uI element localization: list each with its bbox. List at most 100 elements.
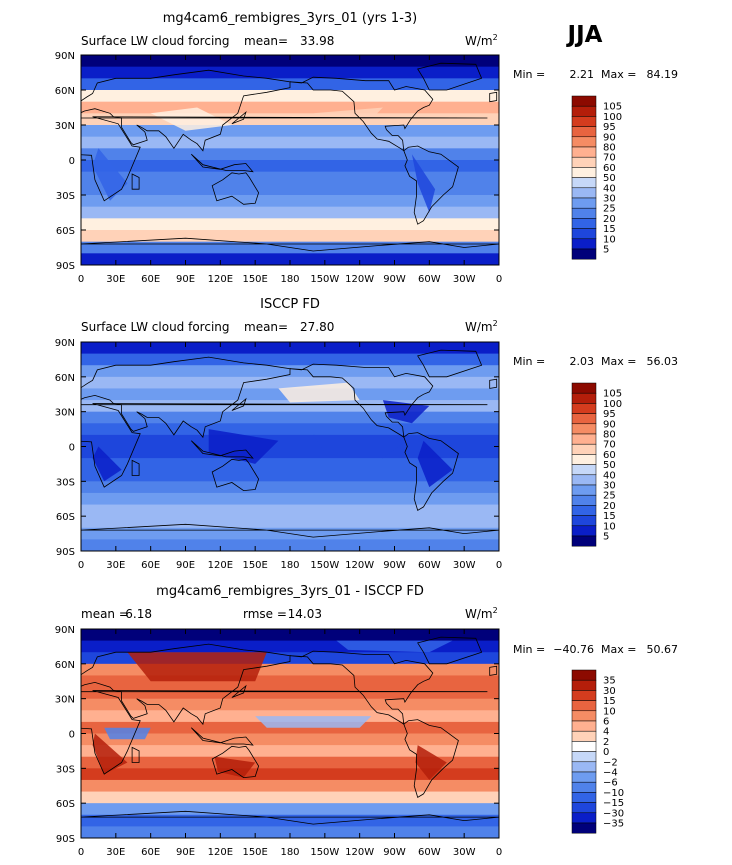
coastline [417,62,483,91]
field-region [104,727,151,740]
field-region [127,652,267,682]
field-region [278,382,360,403]
lat-band [81,687,499,700]
colorbar-label: −2 [603,757,618,768]
x-tick-label: 30W [453,560,476,571]
lat-band [81,791,499,804]
coastlines [81,349,499,538]
x-tick-label: 90E [176,274,195,285]
panel-obs: ISCCP FD Surface LW cloud forcing mean= … [55,297,678,571]
colorbar-box [571,228,597,240]
colorbar-label: 4 [603,727,609,738]
colorbar-box [571,700,597,712]
coastline [81,690,488,775]
units-base: W/m [465,320,493,334]
colorbar-label: 10 [603,706,616,717]
colorbar-box [571,710,597,722]
colorbar-box [571,413,597,425]
x-tick-label: 150E [242,847,267,858]
colorbar-box [571,802,597,814]
mean-label: mean = [81,607,129,621]
colorbar-box [571,464,597,476]
colorbar-label: 0 [603,747,609,758]
max-value: 84.19 [647,68,679,81]
coastline [417,349,483,378]
x-tick-label: 30E [106,560,125,571]
x-tick-label: 30W [453,847,476,858]
y-tick-label: 90N [55,51,75,62]
panel-title: mg4cam6_rembigres_3yrs_01 - ISCCP FD [156,584,424,599]
units-exp: 2 [493,33,498,42]
lat-band [81,113,499,126]
colorbar-box [571,679,597,691]
map-frame: 0 30E 60E 90E 120E 150E 180 150W 120W 90W 60W 30W 09… [55,625,502,858]
panel-model: mg4cam6_rembigres_3yrs_01 (yrs 1-3) Surf… [55,11,678,285]
coastlines [81,636,499,825]
lat-band [81,826,499,838]
colorbar-box [571,515,597,527]
coastline [211,458,260,492]
lat-band [81,539,499,551]
coastline [403,145,459,225]
max-label: Max = [601,68,636,81]
field-region [150,107,232,131]
colorbar-label: 40 [603,470,616,481]
y-tick-label: 60N [55,373,75,384]
max-label: Max = [601,355,636,368]
lat-band [81,253,499,265]
colorbar-box [571,136,597,148]
colorbar-label: 95 [603,122,616,133]
max-value: 56.03 [647,355,679,368]
x-tick-label: 120W [345,847,374,858]
y-tick-label: 0 [69,443,75,454]
x-tick-label: 0 [496,560,502,571]
coastline [403,432,459,512]
lat-band [81,675,499,688]
lat-band [81,756,499,769]
lat-band [81,698,499,711]
season-label: JJA [566,22,603,48]
coastline [81,237,499,252]
colorbar-box [571,433,597,445]
lat-band [81,171,499,184]
x-tick-label: 120E [208,847,233,858]
colorbar-box [571,484,597,496]
units-label: W/m2 [465,33,498,48]
colorbar-label: 60 [603,450,616,461]
lat-band [81,66,499,79]
field-region [336,640,453,653]
colorbar-box [571,525,597,537]
colorbar-box [571,761,597,773]
colorbar-label: −35 [603,819,624,830]
colorbar-box [571,382,597,394]
units-base: W/m [465,34,493,48]
colorbar-box [571,187,597,199]
colorbar-box [571,505,597,516]
colorbar-label: 70 [603,440,616,451]
x-tick-label: 120E [208,274,233,285]
y-tick-label: 60N [55,86,75,97]
field-features [92,382,453,488]
colorbar-box [571,177,597,189]
x-tick-label: 120E [208,560,233,571]
coastline [81,643,291,726]
colorbar-label: 105 [603,389,622,400]
colorbar-box [571,454,597,465]
field-features [92,640,453,780]
max-label: Max = [601,643,636,656]
colorbar-box [571,423,597,435]
colorbar-label: 50 [603,173,616,184]
colorbar-label: 30 [603,194,616,205]
colorbar-label: 100 [603,399,622,410]
panel-title: mg4cam6_rembigres_3yrs_01 (yrs 1-3) [163,11,417,26]
y-tick-label: 0 [69,156,75,167]
field-label: Surface LW cloud forcing [81,320,230,334]
y-tick-label: 30S [56,477,75,488]
panel-diff: mg4cam6_rembigres_3yrs_01 - ISCCP FD mea… [55,584,678,858]
colorbar-label: −30 [603,808,624,819]
x-tick-label: 180 [280,847,299,858]
lat-band [81,101,499,114]
colorbar-label: 80 [603,430,616,441]
mean-label: mean= [244,34,288,48]
